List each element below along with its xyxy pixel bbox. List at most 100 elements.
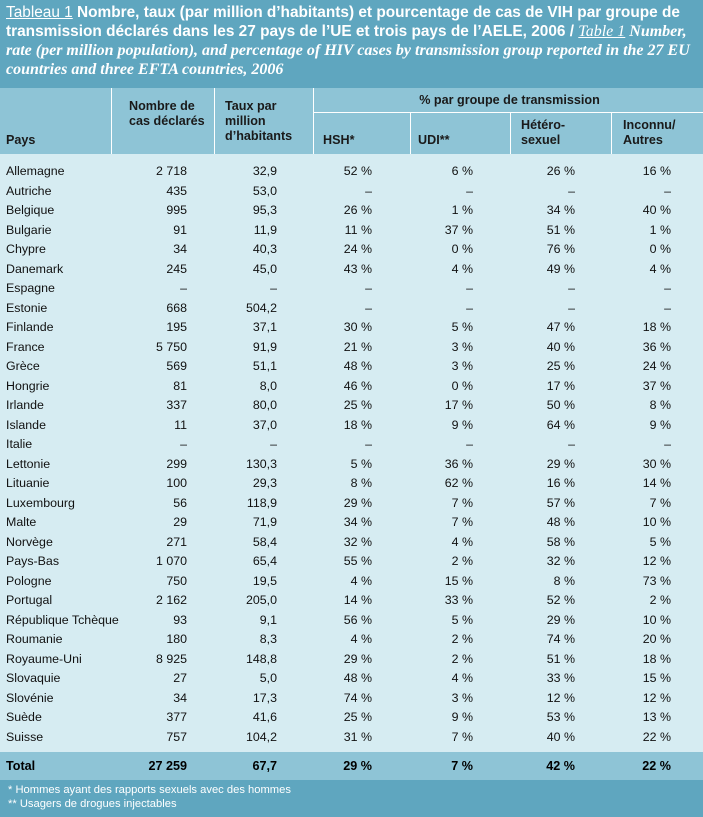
table-row: Lituanie 100 29,3 8 % 62 % 16 % 14 %	[0, 473, 703, 493]
cell-nombre: 245	[166, 261, 187, 276]
cell-hsh: 21 %	[343, 339, 372, 354]
cell-inconnu: 18 %	[642, 651, 671, 666]
cell-hsh: 24 %	[343, 242, 372, 256]
cell-hetero: 25 %	[546, 359, 575, 373]
cell-udi: 3 %	[451, 339, 473, 354]
table-row: Grèce 569 51,1 48 % 3 % 25 % 24 %	[0, 356, 703, 376]
cell-taux: 29,3	[252, 476, 277, 490]
cell-pays: Roumanie	[6, 632, 63, 646]
cell-udi: 3 %	[451, 690, 473, 705]
cell-hetero: 33 %	[546, 671, 575, 685]
cell-pays: Chypre	[6, 242, 46, 256]
cell-hsh: 25 %	[343, 398, 372, 412]
cell-hsh: 34 %	[343, 515, 372, 529]
cell-inconnu: 5 %	[649, 534, 671, 549]
cell-hsh: 56 %	[343, 612, 372, 627]
cell-inconnu: 22 %	[642, 729, 671, 744]
cell-hsh: –	[365, 281, 372, 295]
cell-inconnu: –	[664, 437, 671, 451]
cell-nombre: 377	[166, 710, 187, 724]
cell-taux: 19,5	[252, 573, 277, 588]
cell-hsh: 11 %	[344, 222, 372, 237]
cell-nombre: 195	[166, 320, 187, 334]
cell-pays: Malte	[6, 515, 37, 529]
cell-hsh: –	[365, 437, 372, 451]
cell-udi: 3 %	[451, 359, 473, 373]
table-row: République Tchèque 93 9,1 56 % 5 % 29 % 10 %	[0, 610, 703, 630]
divider	[313, 88, 314, 154]
table-row: Autriche 435 53,0 – – – –	[0, 181, 703, 201]
cell-hetero: 58 %	[546, 534, 575, 549]
table-row: France 5 750 91,9 21 % 3 % 40 % 36 %	[0, 337, 703, 357]
cell-hetero: 50 %	[546, 398, 575, 412]
cell-hetero: –	[568, 437, 575, 451]
total-label: Total	[6, 759, 36, 773]
header-taux: Taux par million d’habitants	[225, 99, 293, 143]
cell-hsh: 25 %	[343, 710, 372, 724]
table-row: Allemagne 2 718 32,9 52 % 6 % 26 % 16 %	[0, 161, 703, 181]
cell-nombre: 569	[166, 359, 187, 373]
table-row: Malte 29 71,9 34 % 7 % 48 % 10 %	[0, 512, 703, 532]
cell-pays: Lituanie	[6, 476, 50, 490]
cell-hetero: 76 %	[546, 242, 575, 256]
cell-inconnu: 14 %	[642, 476, 671, 490]
title-en-label: Table 1	[578, 23, 626, 40]
cell-pays: Hongrie	[6, 378, 50, 393]
cell-taux: 80,0	[252, 398, 277, 412]
cell-udi: 2 %	[451, 651, 473, 666]
header-pays: Pays	[6, 133, 36, 147]
cell-inconnu: 24 %	[642, 359, 671, 373]
cell-hetero: 51 %	[546, 651, 575, 666]
cell-hetero: 40 %	[546, 339, 575, 354]
cell-hsh: 8 %	[350, 476, 372, 490]
cell-nombre: 27	[173, 671, 187, 685]
cell-inconnu: 40 %	[642, 203, 671, 217]
cell-nombre: 271	[166, 534, 187, 549]
cell-pays: Slovaquie	[6, 671, 61, 685]
cell-hsh: 74 %	[343, 690, 372, 705]
cell-nombre: –	[180, 281, 187, 295]
cell-hetero: 74 %	[546, 632, 575, 646]
cell-taux: –	[270, 281, 277, 295]
cell-inconnu: –	[664, 300, 671, 315]
cell-hetero: 17 %	[546, 378, 575, 393]
cell-hsh: 29 %	[343, 651, 372, 666]
total-hetero: 42 %	[546, 759, 575, 773]
cell-pays: Slovénie	[6, 690, 54, 705]
cell-taux: 58,4	[252, 534, 277, 549]
cell-pays: Lettonie	[6, 456, 51, 471]
cell-nombre: 29	[173, 515, 187, 529]
cell-nombre: 34	[173, 242, 187, 256]
divider	[611, 112, 612, 154]
header-groupe: % par groupe de transmission	[419, 93, 600, 107]
table-row: Chypre 34 40,3 24 % 0 % 76 % 0 %	[0, 239, 703, 259]
cell-taux: 8,0	[259, 378, 277, 393]
cell-nombre: –	[180, 437, 187, 451]
cell-nombre: 180	[166, 632, 187, 646]
cell-taux: 91,9	[252, 339, 277, 354]
cell-taux: 205,0	[245, 593, 277, 607]
cell-taux: 148,8	[245, 651, 277, 666]
cell-nombre: 757	[166, 729, 187, 744]
table-row: Suède 377 41,6 25 % 9 % 53 % 13 %	[0, 707, 703, 727]
cell-pays: Grèce	[6, 359, 40, 373]
cell-taux: 9,1	[259, 612, 277, 627]
cell-hetero: 34 %	[546, 203, 575, 217]
cell-hetero: –	[568, 300, 575, 315]
header-hetero: Hétéro-sexuel	[521, 118, 566, 147]
cell-taux: –	[270, 437, 277, 451]
cell-pays: Suisse	[6, 729, 44, 744]
cell-hetero: 40 %	[546, 729, 575, 744]
cell-inconnu: 1 %	[649, 222, 671, 237]
cell-hetero: 8 %	[553, 573, 575, 588]
cell-pays: Danemark	[6, 261, 64, 276]
cell-udi: 4 %	[451, 534, 473, 549]
title-en: Number, rate (per million population), a…	[6, 23, 690, 78]
cell-hetero: 53 %	[546, 710, 575, 724]
cell-taux: 37,0	[252, 417, 277, 432]
cell-hetero: 51 %	[546, 222, 575, 237]
cell-hsh: –	[365, 300, 372, 315]
cell-hsh: 32 %	[343, 534, 372, 549]
cell-inconnu: 2 %	[649, 593, 671, 607]
cell-pays: Estonie	[6, 300, 48, 315]
